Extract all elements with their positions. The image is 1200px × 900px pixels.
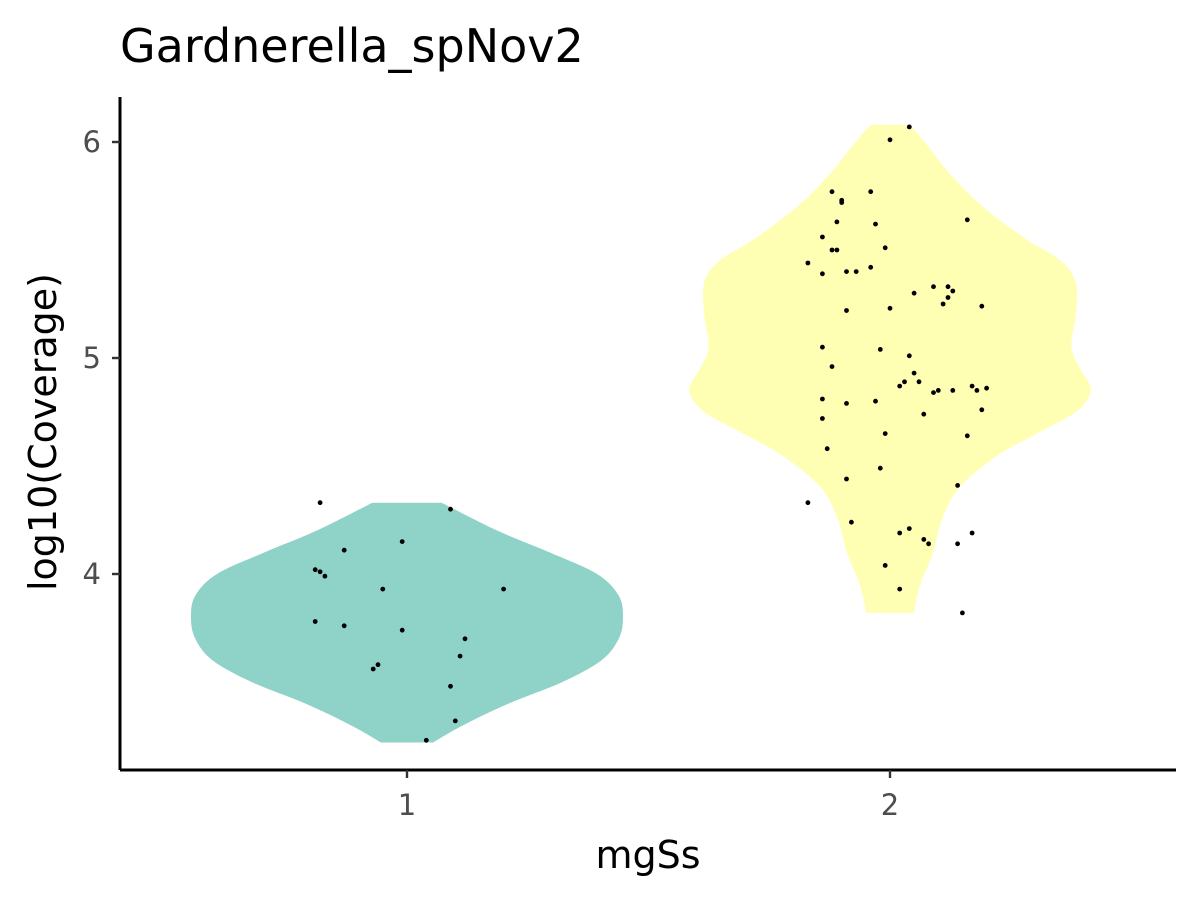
data-point: [805, 260, 811, 266]
data-point: [955, 541, 960, 547]
data-point: [849, 519, 854, 525]
data-point: [375, 662, 381, 668]
data-point: [921, 537, 927, 542]
data-point: [820, 344, 825, 350]
data-point: [969, 383, 975, 389]
data-point: [906, 353, 912, 359]
data-point: [897, 383, 903, 389]
data-point: [834, 247, 840, 253]
data-point: [399, 627, 405, 633]
y-ticks: 4 5 6: [83, 125, 120, 591]
data-point: [906, 526, 912, 531]
data-point: [317, 569, 323, 575]
chart-title: Gardnerella_spNov2: [120, 19, 584, 73]
x-axis-title: mgSs: [595, 833, 700, 877]
data-point: [911, 370, 917, 376]
data-point: [921, 411, 927, 417]
data-point: [873, 398, 878, 404]
data-point: [312, 619, 318, 624]
data-point: [452, 718, 458, 724]
data-point: [829, 364, 835, 369]
data-point: [844, 308, 849, 313]
data-point: [882, 563, 888, 568]
data-point: [945, 295, 951, 300]
data-point: [979, 303, 985, 309]
data-point: [950, 288, 956, 294]
data-point: [960, 610, 965, 616]
data-point: [931, 284, 936, 290]
data-point: [462, 636, 468, 642]
data-point: [950, 388, 956, 393]
data-point: [820, 271, 825, 277]
data-point: [829, 189, 835, 195]
data-point: [844, 401, 849, 406]
data-point: [312, 567, 318, 573]
violin-layer: [191, 124, 1091, 743]
data-point: [448, 506, 453, 512]
data-point: [868, 264, 874, 270]
data-point: [317, 500, 323, 506]
data-point: [399, 539, 405, 544]
data-point: [877, 465, 883, 471]
violin-group-2: [689, 124, 1091, 613]
data-point: [887, 305, 893, 311]
data-point: [370, 666, 376, 672]
violin-group-1: [191, 502, 623, 743]
data-point: [945, 284, 951, 290]
point-layer: [312, 124, 989, 743]
data-point: [829, 247, 835, 253]
data-point: [906, 124, 912, 130]
data-point: [844, 269, 849, 274]
data-point: [887, 137, 893, 143]
data-point: [341, 547, 347, 553]
data-point: [979, 407, 985, 413]
data-point: [873, 221, 878, 227]
data-point: [897, 530, 903, 536]
data-point: [931, 390, 936, 395]
y-tick-label: 5: [83, 341, 101, 375]
data-point: [897, 586, 903, 592]
data-point: [955, 483, 960, 488]
data-point: [844, 476, 849, 482]
data-point: [322, 573, 328, 579]
data-point: [969, 530, 975, 536]
data-point: [911, 290, 917, 296]
data-point: [820, 396, 825, 402]
data-point: [341, 623, 347, 629]
data-point: [824, 446, 830, 452]
data-point: [457, 653, 463, 659]
data-point: [974, 388, 980, 393]
x-tick-label: 2: [881, 788, 899, 822]
y-tick-label: 4: [83, 557, 101, 591]
data-point: [448, 683, 453, 689]
data-point: [501, 586, 506, 592]
data-point: [902, 379, 907, 385]
y-axis-title: log10(Coverage): [21, 273, 65, 591]
data-point: [964, 217, 970, 223]
data-point: [868, 189, 874, 195]
data-point: [805, 500, 811, 506]
data-point: [423, 737, 429, 743]
data-point: [834, 219, 840, 225]
data-point: [916, 379, 922, 385]
data-point: [926, 541, 931, 547]
x-tick-label: 1: [398, 788, 416, 822]
y-tick-label: 6: [83, 125, 101, 159]
data-point: [853, 269, 859, 274]
data-point: [940, 301, 946, 307]
data-point: [820, 234, 825, 240]
data-point: [964, 433, 970, 439]
data-point: [839, 200, 845, 205]
data-point: [984, 385, 989, 391]
data-point: [882, 431, 888, 436]
data-point: [820, 416, 825, 421]
data-point: [882, 245, 888, 251]
data-point: [877, 347, 883, 352]
data-point: [380, 586, 386, 592]
data-point: [935, 388, 941, 393]
